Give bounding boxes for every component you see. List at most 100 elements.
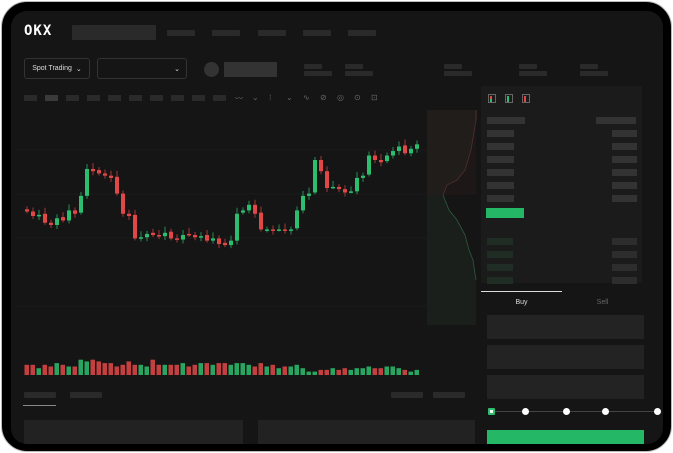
volume-bar <box>354 368 359 375</box>
volume-bar <box>126 361 131 375</box>
volume-bar <box>162 364 167 375</box>
candle <box>169 231 173 239</box>
volume-bar <box>186 366 191 375</box>
market-select-label: Spot Trading <box>32 65 72 72</box>
tab-underline <box>481 291 562 292</box>
bottom-action[interactable] <box>391 392 423 398</box>
volume-bar <box>108 363 113 375</box>
nav-item[interactable] <box>303 30 331 36</box>
ask-amount <box>612 130 637 137</box>
volume-bar <box>336 369 341 375</box>
interval-button[interactable] <box>192 95 205 101</box>
interval-button[interactable] <box>87 95 100 101</box>
interval-button[interactable] <box>24 95 37 101</box>
buy-button[interactable] <box>487 430 644 444</box>
last-price[interactable] <box>486 208 524 218</box>
interval-button[interactable] <box>45 95 58 101</box>
candle <box>241 210 245 213</box>
volume-bar <box>414 369 419 375</box>
volume-bar <box>60 364 65 375</box>
candle <box>337 186 341 190</box>
candle <box>349 191 353 193</box>
bottom-tab-active[interactable] <box>24 392 56 398</box>
candle <box>199 236 203 238</box>
interval-button[interactable] <box>171 95 184 101</box>
candle <box>187 233 191 236</box>
candle <box>307 193 311 196</box>
nav-item[interactable] <box>212 30 240 36</box>
tab-sell[interactable]: Sell <box>596 299 609 306</box>
market-select[interactable]: Spot Trading ⌄ <box>24 58 90 79</box>
candlestick-chart[interactable] <box>17 110 427 375</box>
bid-amount <box>612 251 637 258</box>
candle <box>367 155 371 175</box>
candle <box>397 146 401 152</box>
pair-select[interactable]: ⌄ <box>97 58 187 79</box>
volume-bar <box>258 363 263 375</box>
volume-bar <box>306 371 311 375</box>
volume-bar <box>84 361 89 375</box>
candle <box>49 222 53 225</box>
chart-tool-icon[interactable]: ⁝ <box>269 93 272 102</box>
candle <box>391 151 395 156</box>
volume-bar <box>342 368 347 375</box>
slider-step[interactable] <box>654 408 661 415</box>
chart-tool-icon[interactable]: ◎ <box>337 93 344 102</box>
chart-tool-icon[interactable]: ⊡ <box>371 93 378 102</box>
orderbook-both-icon[interactable] <box>488 94 496 103</box>
ask-price <box>487 182 514 189</box>
volume-bar <box>90 359 95 375</box>
amount-input[interactable] <box>487 345 644 369</box>
chart-tool-icon[interactable]: ⌄ <box>286 93 293 102</box>
chart-tool-icon[interactable]: ⊘ <box>320 93 327 102</box>
candle <box>181 235 185 240</box>
total-input[interactable] <box>487 375 644 399</box>
candle <box>247 204 251 211</box>
interval-button[interactable] <box>66 95 79 101</box>
okx-logo[interactable]: OKX <box>24 23 53 39</box>
interval-button[interactable] <box>129 95 142 101</box>
bottom-tab[interactable] <box>70 392 102 398</box>
slider-track[interactable] <box>491 411 657 412</box>
slider-step[interactable] <box>563 408 570 415</box>
volume-bar <box>360 368 365 375</box>
screen: OKX Spot Trading ⌄ ⌄ Buy Sell <box>11 11 663 444</box>
interval-button[interactable] <box>150 95 163 101</box>
chart-tool-icon[interactable]: 〰 <box>235 94 243 103</box>
ask-price <box>487 195 514 202</box>
nav-item[interactable] <box>167 30 195 36</box>
orderbook-asks-icon[interactable] <box>522 94 530 103</box>
bottom-action[interactable] <box>433 392 465 398</box>
candle <box>205 235 209 241</box>
stat-value <box>444 71 472 76</box>
slider-step[interactable] <box>522 408 529 415</box>
volume-bar <box>156 364 161 375</box>
slider-step[interactable] <box>602 408 609 415</box>
ask-amount <box>612 156 637 163</box>
orderbook-bids-icon[interactable] <box>505 94 513 103</box>
chart-tool-icon[interactable]: ⊙ <box>354 93 361 102</box>
ask-price <box>487 169 514 176</box>
ask-amount <box>612 182 637 189</box>
volume-bar <box>366 366 371 375</box>
candle <box>217 238 221 244</box>
nav-item[interactable] <box>348 30 376 36</box>
price-input[interactable] <box>487 315 644 339</box>
volume-bar <box>192 364 197 375</box>
interval-button[interactable] <box>108 95 121 101</box>
candle <box>283 229 287 231</box>
candle <box>415 144 419 149</box>
candle <box>79 195 83 213</box>
candle <box>331 186 335 189</box>
interval-button[interactable] <box>213 95 226 101</box>
chart-tool-icon[interactable]: ∿ <box>303 93 310 102</box>
chart-tool-icon[interactable]: ⌄ <box>252 93 259 102</box>
search-input[interactable] <box>72 25 156 40</box>
candle <box>277 229 281 231</box>
candle <box>73 210 77 214</box>
volume-bar <box>48 366 53 375</box>
nav-item[interactable] <box>258 30 286 36</box>
slider-handle[interactable] <box>488 408 495 415</box>
ask-amount <box>612 169 637 176</box>
tab-buy[interactable]: Buy <box>515 299 528 306</box>
